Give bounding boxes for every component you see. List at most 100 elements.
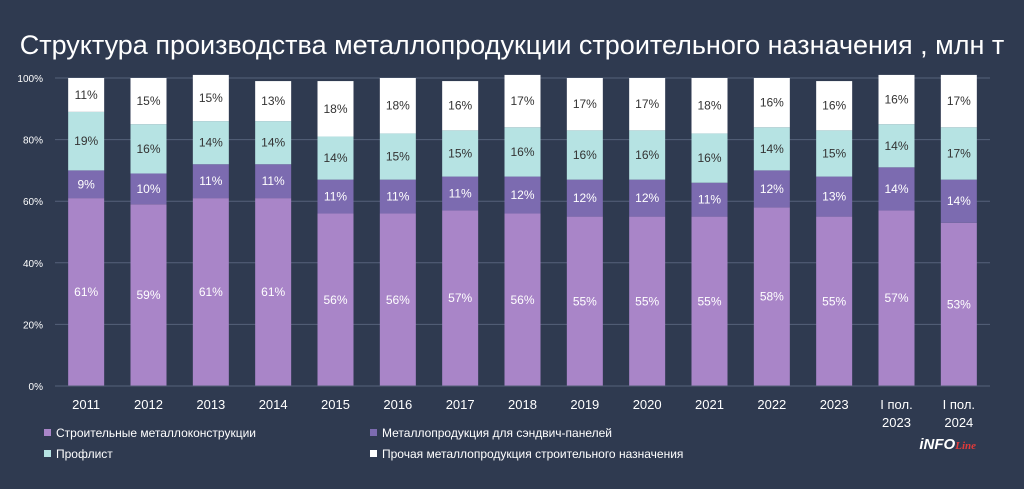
data-label: 14% bbox=[947, 194, 971, 208]
data-label: 14% bbox=[323, 151, 347, 165]
bar-segment bbox=[691, 133, 728, 183]
bar-segment bbox=[379, 179, 416, 214]
bar-segment bbox=[192, 121, 229, 165]
legend-item-construction: Строительные металлоконструкции bbox=[44, 426, 256, 440]
x-tick-label: I пол. bbox=[943, 397, 975, 412]
data-label: 16% bbox=[510, 145, 534, 159]
bar-segment bbox=[504, 127, 541, 177]
bar-segment bbox=[255, 81, 292, 122]
data-label: 16% bbox=[822, 99, 846, 113]
bar-segment bbox=[68, 78, 105, 112]
bar-segment bbox=[691, 78, 728, 134]
x-tick-label: 2019 bbox=[570, 397, 599, 412]
bar-segment bbox=[816, 81, 853, 131]
data-label: 13% bbox=[822, 190, 846, 204]
bar-segment bbox=[691, 182, 728, 217]
data-label: 13% bbox=[261, 94, 285, 108]
x-tick-label: 2017 bbox=[446, 397, 475, 412]
legend-item-other: Прочая металлопродукция строительного на… bbox=[370, 447, 683, 461]
legend-swatch bbox=[44, 429, 51, 436]
data-label: 12% bbox=[510, 188, 534, 202]
y-tick-label: 0% bbox=[29, 382, 44, 393]
data-label: 18% bbox=[386, 99, 410, 113]
data-label: 17% bbox=[947, 94, 971, 108]
bar-segment bbox=[317, 213, 354, 386]
data-label: 17% bbox=[635, 97, 659, 111]
bar-segment bbox=[255, 164, 292, 199]
data-label: 19% bbox=[74, 134, 98, 148]
legend-swatch bbox=[370, 429, 377, 436]
bar-segment bbox=[317, 81, 354, 137]
bar-segment bbox=[130, 204, 167, 386]
x-tick-label: 2018 bbox=[508, 397, 537, 412]
x-tick-label: 2014 bbox=[259, 397, 288, 412]
data-label: 16% bbox=[760, 96, 784, 110]
legend-swatch bbox=[44, 450, 51, 457]
bar-segment bbox=[878, 210, 915, 386]
bar-segment bbox=[878, 74, 915, 125]
data-label: 57% bbox=[448, 291, 472, 305]
data-label: 11% bbox=[199, 174, 222, 188]
bar-segment bbox=[68, 198, 105, 386]
legend-label: Металлопродукция для сэндвич-панелей bbox=[382, 426, 612, 440]
data-label: 53% bbox=[947, 297, 971, 311]
y-tick-label: 80% bbox=[23, 136, 43, 147]
x-tick-label: 2021 bbox=[695, 397, 724, 412]
data-label: 16% bbox=[448, 99, 472, 113]
bar-segment bbox=[192, 164, 229, 199]
bar-segment bbox=[566, 130, 603, 180]
bar-segment bbox=[504, 176, 541, 214]
data-label: 11% bbox=[698, 193, 721, 207]
bar-segment bbox=[255, 198, 292, 386]
x-tick-label: 2020 bbox=[633, 397, 662, 412]
data-label: 16% bbox=[635, 148, 659, 162]
x-tick-label: 2011 bbox=[72, 397, 100, 412]
bar-segment bbox=[566, 179, 603, 217]
x-tick-label: 2023 bbox=[882, 415, 911, 430]
bar-segment bbox=[255, 121, 292, 165]
x-tick-label: I пол. bbox=[880, 397, 912, 412]
x-tick-label: 2013 bbox=[196, 397, 225, 412]
bar-segment bbox=[753, 170, 790, 208]
bar-segment bbox=[940, 179, 977, 223]
data-label: 61% bbox=[199, 285, 223, 299]
bar-segment bbox=[192, 74, 229, 122]
data-label: 15% bbox=[822, 146, 846, 160]
bar-segment bbox=[442, 81, 479, 131]
x-tick-label: 2024 bbox=[944, 415, 973, 430]
bar-segment bbox=[878, 167, 915, 211]
bar-segment bbox=[691, 216, 728, 386]
data-label: 9% bbox=[77, 177, 95, 191]
bar-segment bbox=[130, 78, 167, 125]
bar-segment bbox=[566, 78, 603, 131]
bar-segment bbox=[629, 78, 666, 131]
bar-segment bbox=[816, 176, 853, 217]
legend-item-proflist: Профлист bbox=[44, 447, 113, 461]
bar-segment bbox=[816, 130, 853, 177]
bar-segment bbox=[68, 170, 105, 199]
bar-segment bbox=[940, 127, 977, 180]
data-label: 56% bbox=[510, 293, 534, 307]
data-label: 14% bbox=[760, 142, 784, 156]
bar-segment bbox=[379, 213, 416, 386]
data-label: 12% bbox=[635, 191, 659, 205]
data-label: 11% bbox=[324, 190, 347, 204]
bar-segment bbox=[816, 216, 853, 386]
data-label: 57% bbox=[884, 291, 908, 305]
data-label: 14% bbox=[199, 136, 223, 150]
data-label: 61% bbox=[74, 285, 98, 299]
data-label: 59% bbox=[136, 288, 160, 302]
legend-item-sandwich: Металлопродукция для сэндвич-панелей bbox=[370, 426, 612, 440]
data-label: 16% bbox=[573, 148, 597, 162]
data-label: 14% bbox=[884, 182, 908, 196]
chart-title: Структура производства металлопродукции … bbox=[19, 30, 1005, 60]
y-tick-label: 60% bbox=[23, 197, 43, 208]
data-label: 16% bbox=[136, 142, 160, 156]
x-tick-label: 2022 bbox=[757, 397, 786, 412]
data-label: 58% bbox=[760, 290, 784, 304]
bar-segment bbox=[753, 207, 790, 386]
data-label: 55% bbox=[822, 294, 846, 308]
legend-label: Профлист bbox=[56, 447, 113, 461]
brand-logo: iNFOLine bbox=[919, 436, 976, 453]
data-label: 17% bbox=[573, 97, 597, 111]
